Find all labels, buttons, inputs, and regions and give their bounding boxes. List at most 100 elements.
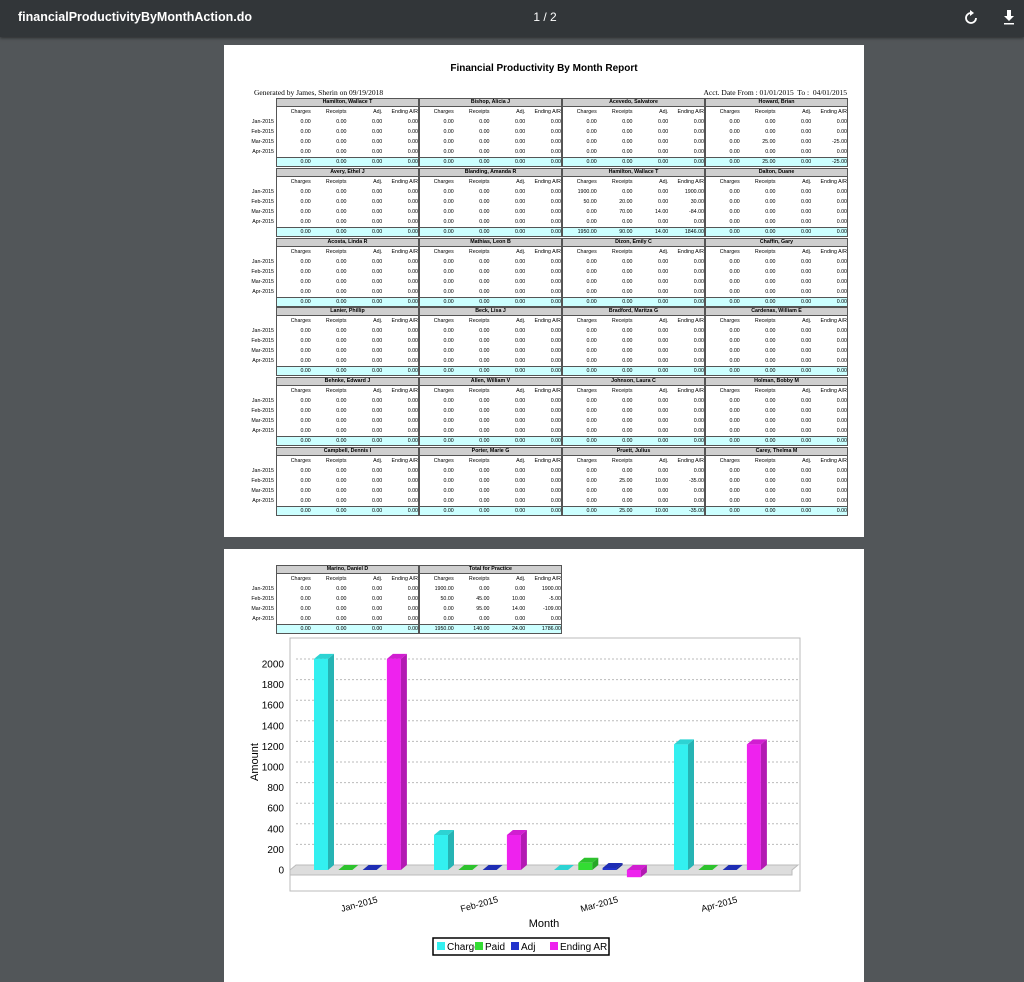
cell: 0.00 (371, 208, 383, 215)
cell: 0.00 (336, 338, 347, 345)
total-row (276, 366, 419, 377)
cell: 0.00 (800, 119, 812, 125)
cell: 0.00 (336, 586, 347, 592)
cell: 0.00 (622, 398, 633, 405)
total-cell: 25.00 (619, 508, 633, 514)
cell: 0.00 (514, 616, 526, 622)
cell: 0.00 (300, 129, 311, 135)
cell: 0.00 (800, 288, 812, 295)
cell: 0.00 (514, 398, 526, 405)
month-label: Mar-2015 (251, 488, 274, 494)
column-header: Charges (290, 576, 311, 582)
x-tick-label: Mar-2015 (579, 894, 619, 914)
bar-top (626, 865, 647, 870)
column-header: Receipts (611, 109, 633, 115)
cell: 0.00 (622, 498, 633, 504)
total-cell: 0.00 (300, 438, 311, 445)
cell: 0.00 (300, 278, 311, 285)
cell: 0.00 (622, 258, 633, 265)
cell: 0.00 (800, 348, 812, 355)
cell: 0.00 (693, 418, 704, 425)
cell: 0.00 (586, 418, 597, 425)
column-header: Adj. (516, 388, 526, 395)
cell: 0.00 (300, 498, 311, 504)
cell: 0.00 (550, 149, 561, 155)
column-header: Ending A/R (677, 458, 704, 464)
total-cell: 0.00 (765, 368, 776, 375)
cell: 0.00 (479, 139, 490, 145)
bar (578, 862, 593, 870)
total-cell: 0.00 (514, 298, 526, 305)
cell: 0.00 (300, 288, 311, 295)
cell: 0.00 (407, 218, 418, 225)
cell: 0.00 (407, 149, 418, 155)
cell: 0.00 (514, 188, 526, 195)
cell: 0.00 (443, 139, 454, 145)
column-header: Ending A/R (534, 109, 561, 115)
total-cell: 14.00 (654, 228, 669, 235)
cell: 0.00 (479, 408, 490, 415)
cell: 0.00 (836, 188, 847, 195)
cell: 0.00 (336, 218, 347, 225)
column-header: Receipts (611, 318, 633, 325)
column-header: Ending A/R (534, 576, 561, 582)
total-cell: -25.00 (831, 159, 847, 165)
cell: 0.00 (336, 208, 347, 215)
cell: 0.00 (622, 418, 633, 425)
cell: 0.00 (371, 268, 383, 275)
total-cell: 0.00 (514, 438, 526, 445)
column-header: Receipts (611, 178, 633, 185)
total-cell: 0.00 (586, 159, 597, 165)
total-cell: 0.00 (407, 298, 418, 305)
month-label: Feb-2015 (251, 478, 274, 484)
legend-label: Paid (485, 942, 505, 953)
cell: 0.00 (550, 119, 561, 125)
cell: 0.00 (443, 119, 454, 125)
column-header: Receipts (754, 178, 776, 185)
column-header: Adj. (373, 109, 383, 115)
total-cell: 0.00 (300, 298, 311, 305)
cell: 0.00 (336, 358, 347, 365)
column-header: Adj. (802, 388, 812, 395)
bar-top (554, 865, 574, 870)
cell: 0.00 (514, 149, 526, 155)
total-cell: 0.00 (336, 508, 347, 514)
total-cell: 0.00 (407, 368, 418, 375)
cell: 0.00 (800, 398, 812, 405)
rotate-button[interactable] (963, 10, 979, 26)
column-header: Receipts (325, 318, 347, 325)
total-cell: 0.00 (765, 298, 776, 305)
cell: 0.00 (371, 218, 383, 225)
download-button[interactable] (1001, 9, 1017, 25)
cell: 0.00 (443, 468, 454, 474)
cell: 0.00 (765, 478, 776, 484)
cell: 0.00 (729, 488, 740, 494)
total-cell: 0.00 (729, 368, 740, 375)
total-cell: 0.00 (729, 508, 740, 514)
cell: 0.00 (407, 616, 418, 622)
column-header: Receipts (325, 458, 347, 464)
cell: 0.00 (336, 258, 347, 265)
cell: 50.00 (583, 198, 597, 205)
cell: 0.00 (336, 418, 347, 425)
bar-top (434, 829, 454, 835)
total-cell: 0.00 (514, 508, 526, 514)
cell: 0.00 (300, 468, 311, 474)
cell: 0.00 (800, 428, 812, 435)
cell: 0.00 (550, 208, 561, 215)
column-header: Receipts (325, 248, 347, 255)
cell: 0.00 (371, 278, 383, 285)
cell: 0.00 (729, 348, 740, 355)
column-header: Ending A/R (820, 109, 847, 115)
total-cell: 10.00 (654, 508, 669, 514)
column-header: Receipts (325, 576, 347, 582)
total-cell: 0.00 (622, 438, 633, 445)
legend-label: Ending AR (560, 942, 607, 953)
total-cell: 0.00 (371, 159, 383, 165)
cell: 0.00 (514, 258, 526, 265)
column-header: Adj. (516, 458, 526, 464)
total-cell: 0.00 (479, 508, 490, 514)
total-cell: 0.00 (514, 159, 526, 165)
chart: 0 200 400 600 800 1000 1200 1400 1600 1800 2000 Jan… (249, 637, 801, 956)
generated-by: Generated by James, Sherin on 09/19/2018 (254, 88, 384, 97)
